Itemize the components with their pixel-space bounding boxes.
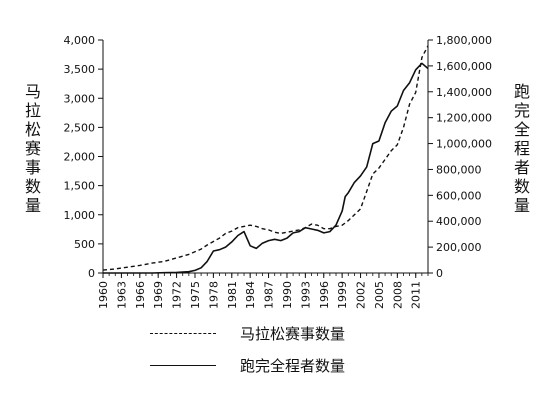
- x-tick-label: 1963: [115, 281, 128, 309]
- series-line-finishers: [103, 62, 429, 274]
- legend-swatch-dashed: [150, 333, 216, 334]
- x-tick-label: 1993: [299, 281, 312, 309]
- series-lines: [102, 45, 429, 274]
- left-y-tick-label: 3,000: [64, 92, 96, 105]
- left-y-tick-label: 0: [88, 267, 95, 280]
- x-tick-label: 1960: [97, 281, 110, 309]
- legend-swatch-solid: [150, 365, 216, 366]
- right-y-tick-label: 1,400,000: [436, 86, 492, 99]
- x-tick-label: 1966: [134, 281, 147, 309]
- right-y-tick-label: 1,600,000: [436, 60, 492, 73]
- left-y-tick-label: 4,000: [64, 34, 96, 47]
- x-tick-label: 1990: [281, 281, 294, 309]
- right-y-tick-label: 400,000: [436, 215, 482, 228]
- left-y-tick-label: 3,500: [64, 63, 96, 76]
- legend-item-races: 马拉松赛事数量: [150, 323, 345, 344]
- axes: 0 500 1,000 1,500 2,000 2,500 3,000 3,500 4,000 0…: [64, 34, 492, 309]
- left-y-tick-label: 1,000: [64, 209, 96, 222]
- x-tick-label: 1984: [244, 281, 257, 309]
- series-line-races: [102, 45, 429, 271]
- x-tick-label: 2002: [355, 281, 368, 309]
- right-y-tick-label: 200,000: [436, 241, 482, 254]
- left-y-tick-label: 2,500: [64, 121, 96, 134]
- right-y-tick-label: 1,000,000: [436, 138, 492, 151]
- right-axis-label: 跑完全程者数量: [513, 82, 530, 215]
- left-axis-label: 马拉松赛事数量: [24, 82, 41, 215]
- right-y-tick-label: 600,000: [436, 189, 482, 202]
- x-tick-label: 2008: [391, 281, 404, 309]
- x-tick-label: 2005: [373, 281, 386, 309]
- x-tick-label: 1996: [318, 281, 331, 309]
- x-tick-label: 2011: [410, 281, 423, 309]
- x-tick-label: 1981: [226, 281, 239, 309]
- x-tick-label: 1969: [152, 281, 165, 309]
- x-tick-label: 1975: [189, 281, 202, 309]
- right-y-tick-label: 1,200,000: [436, 112, 492, 125]
- x-tick-label: 1987: [263, 281, 276, 309]
- x-tick-label: 1999: [336, 281, 349, 309]
- left-y-tick-label: 2,000: [64, 151, 96, 164]
- legend-label-races: 马拉松赛事数量: [240, 325, 346, 343]
- x-tick-label: 1972: [171, 281, 184, 309]
- right-y-tick-label: 800,000: [436, 163, 482, 176]
- right-y-tick-label: 1,800,000: [436, 34, 492, 47]
- right-y-tick-label: 0: [436, 267, 443, 280]
- x-tick-label: 1978: [207, 281, 220, 309]
- left-y-tick-label: 500: [74, 238, 95, 251]
- legend-item-finishers: 跑完全程者数量: [150, 355, 345, 376]
- legend-label-finishers: 跑完全程者数量: [240, 357, 346, 375]
- left-y-tick-label: 1,500: [64, 180, 96, 193]
